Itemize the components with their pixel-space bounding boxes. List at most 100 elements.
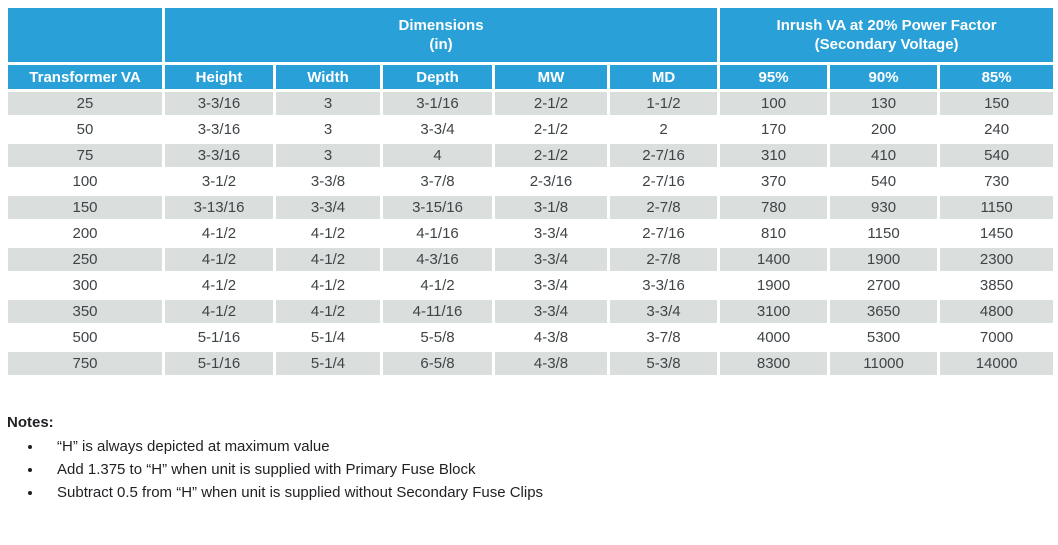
transformer-spec-table: Dimensions (in) Inrush VA at 20% Power F… <box>5 5 1057 378</box>
note-item: “H” is always depicted at maximum value <box>43 435 1053 458</box>
table-cell: 200 <box>827 115 941 144</box>
table-cell: 2-1/2 <box>492 115 610 144</box>
group-header-inrush-line2: (Secondary Voltage) <box>814 36 959 53</box>
group-header-row: Dimensions (in) Inrush VA at 20% Power F… <box>5 5 1057 65</box>
table-cell: 4-1/16 <box>380 219 495 248</box>
table-cell: 2-1/2 <box>492 141 610 170</box>
group-header-dimensions-line1: Dimensions <box>398 17 484 34</box>
column-header-width: Width <box>273 62 383 92</box>
table-cell: 3-1/8 <box>492 193 610 222</box>
table-row: 100 3-1/2 3-3/8 3-7/8 2-3/16 2-7/16 370 540 730 <box>5 167 1057 196</box>
table-cell: 3 <box>273 115 383 144</box>
table-cell: 4-1/2 <box>162 297 276 326</box>
table-cell: 7000 <box>937 323 1057 352</box>
table-cell: 4-1/2 <box>162 245 276 274</box>
column-header-height: Height <box>162 62 276 92</box>
table-cell: 5300 <box>827 323 941 352</box>
table-cell: 4-1/2 <box>380 271 495 300</box>
table-cell: 500 <box>5 323 165 352</box>
table-cell: 4-1/2 <box>273 271 383 300</box>
table-cell: 350 <box>5 297 165 326</box>
table-cell: 3-3/16 <box>162 115 276 144</box>
note-item: Subtract 0.5 from “H” when unit is suppl… <box>43 481 1053 504</box>
table-cell: 750 <box>5 349 165 378</box>
table-cell: 4-11/16 <box>380 297 495 326</box>
table-cell: 5-1/16 <box>162 323 276 352</box>
group-header-inrush: Inrush VA at 20% Power Factor (Secondary… <box>717 5 1057 65</box>
table-cell: 930 <box>827 193 941 222</box>
table-cell: 100 <box>5 167 165 196</box>
table-cell: 410 <box>827 141 941 170</box>
table-cell: 250 <box>5 245 165 274</box>
table-cell: 240 <box>937 115 1057 144</box>
table-cell: 4-3/16 <box>380 245 495 274</box>
table-cell: 3-3/16 <box>162 89 276 118</box>
table-cell: 170 <box>717 115 831 144</box>
table-cell: 75 <box>5 141 165 170</box>
table-cell: 4-1/2 <box>162 219 276 248</box>
table-cell: 200 <box>5 219 165 248</box>
table-cell: 11000 <box>827 349 941 378</box>
column-header-row: Transformer VA Height Width Depth MW MD … <box>5 62 1057 92</box>
table-cell: 1900 <box>827 245 941 274</box>
group-header-blank <box>5 5 165 65</box>
note-item: Add 1.375 to “H” when unit is supplied w… <box>43 458 1053 481</box>
table-cell: 780 <box>717 193 831 222</box>
table-cell: 540 <box>937 141 1057 170</box>
table-cell: 1-1/2 <box>606 89 721 118</box>
table-cell: 3-3/4 <box>492 219 610 248</box>
table-cell: 4-1/2 <box>273 297 383 326</box>
table-cell: 730 <box>937 167 1057 196</box>
table-cell: 3-3/4 <box>380 115 495 144</box>
column-header-85pct: 85% <box>937 62 1057 92</box>
column-header-transformer-va: Transformer VA <box>5 62 165 92</box>
table-cell: 5-3/8 <box>606 349 721 378</box>
table-cell: 1400 <box>717 245 831 274</box>
table-cell: 4-1/2 <box>162 271 276 300</box>
table-cell: 3 <box>273 89 383 118</box>
table-row: 150 3-13/16 3-3/4 3-15/16 3-1/8 2-7/8 780 930 11… <box>5 193 1057 222</box>
table-row: 200 4-1/2 4-1/2 4-1/16 3-3/4 2-7/16 810 1150 145… <box>5 219 1057 248</box>
table-cell: 3-15/16 <box>380 193 495 222</box>
table-cell: 3-3/8 <box>273 167 383 196</box>
table-cell: 3-3/4 <box>492 245 610 274</box>
column-header-depth: Depth <box>380 62 495 92</box>
column-header-mw: MW <box>492 62 610 92</box>
table-cell: 2700 <box>827 271 941 300</box>
table-cell: 2-1/2 <box>492 89 610 118</box>
table-cell: 4-1/2 <box>273 219 383 248</box>
table-cell: 2300 <box>937 245 1057 274</box>
table-cell: 810 <box>717 219 831 248</box>
table-cell: 2-3/16 <box>492 167 610 196</box>
column-header-90pct: 90% <box>827 62 941 92</box>
group-header-dimensions: Dimensions (in) <box>161 5 721 65</box>
table-cell: 130 <box>827 89 941 118</box>
table-cell: 3850 <box>937 271 1057 300</box>
table-cell: 3-3/16 <box>606 271 721 300</box>
table-cell: 3-3/4 <box>273 193 383 222</box>
column-header-95pct: 95% <box>717 62 831 92</box>
table-row: 750 5-1/16 5-1/4 6-5/8 4-3/8 5-3/8 8300 11000 14… <box>5 349 1057 378</box>
table-cell: 4-3/8 <box>492 349 610 378</box>
table-cell: 4-1/2 <box>273 245 383 274</box>
table-cell: 5-1/4 <box>273 323 383 352</box>
table-cell: 2-7/8 <box>606 193 721 222</box>
table-row: 350 4-1/2 4-1/2 4-11/16 3-3/4 3-3/4 3100 3650 48… <box>5 297 1057 326</box>
table-cell: 3-3/4 <box>492 271 610 300</box>
group-header-dimensions-line2: (in) <box>429 36 453 53</box>
table-cell: 4000 <box>717 323 831 352</box>
column-header-md: MD <box>606 62 721 92</box>
table-cell: 100 <box>717 89 831 118</box>
notes-list: “H” is always depicted at maximum valueA… <box>7 435 1053 504</box>
table-row: 250 4-1/2 4-1/2 4-3/16 3-3/4 2-7/8 1400 1900 230… <box>5 245 1057 274</box>
table-cell: 370 <box>717 167 831 196</box>
table-row: 50 3-3/16 3 3-3/4 2-1/2 2 170 200 240 <box>5 115 1057 144</box>
table-cell: 3100 <box>717 297 831 326</box>
table-cell: 2 <box>606 115 721 144</box>
table-cell: 6-5/8 <box>380 349 495 378</box>
table-cell: 4-3/8 <box>492 323 610 352</box>
table-cell: 3-13/16 <box>162 193 276 222</box>
table-cell: 150 <box>937 89 1057 118</box>
table-cell: 8300 <box>717 349 831 378</box>
table-cell: 1900 <box>717 271 831 300</box>
